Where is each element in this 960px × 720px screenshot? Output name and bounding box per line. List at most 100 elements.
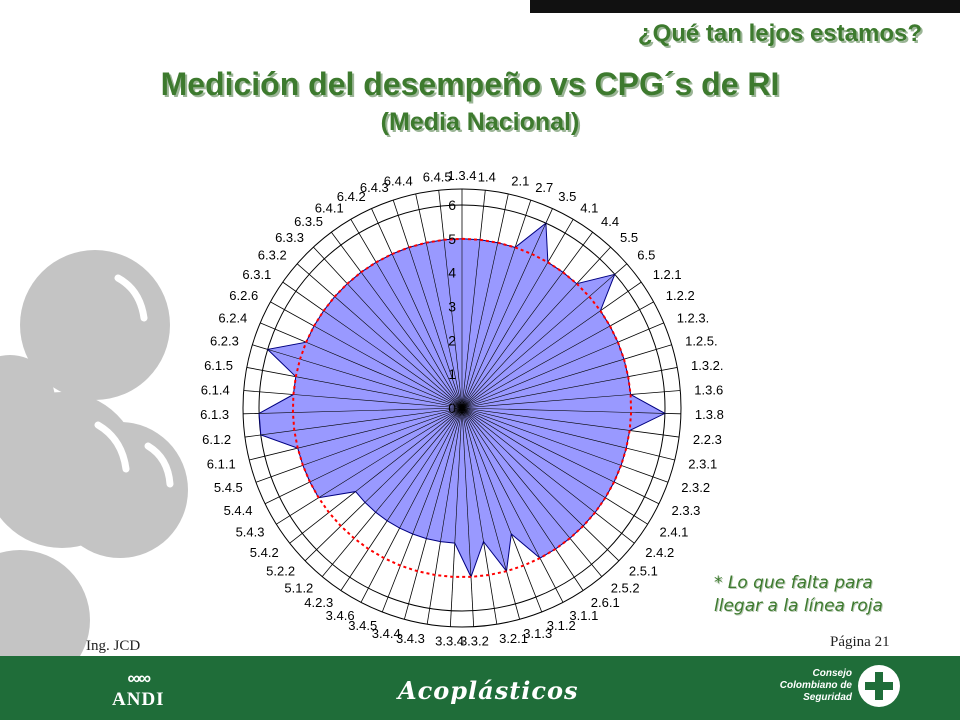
radar-spoke-inner bbox=[426, 407, 463, 539]
radar-category-label: 3.1.2 bbox=[547, 618, 576, 633]
radar-spoke-inner bbox=[295, 376, 463, 409]
radar-category-label: 2.5.2 bbox=[611, 580, 640, 595]
consejo-cross-icon bbox=[858, 665, 900, 707]
radar-spoke-inner bbox=[443, 239, 463, 409]
radar-category-label: 6.3.2 bbox=[258, 248, 287, 263]
decor-highlight bbox=[94, 421, 130, 473]
radar-spoke-inner bbox=[297, 407, 463, 449]
radar-spoke-inner bbox=[318, 407, 463, 498]
radar-spoke-inner bbox=[412, 407, 463, 535]
radar-category-label: 6.1.1 bbox=[207, 456, 236, 471]
radar-category-label: 2.3.1 bbox=[688, 456, 717, 471]
radar-category-label: 3.3.2 bbox=[460, 634, 489, 649]
radar-spoke-inner bbox=[461, 394, 631, 409]
radar-spoke-inner bbox=[347, 283, 463, 409]
radar-category-label: 5.4.5 bbox=[214, 480, 243, 495]
question-heading: ¿Qué tan lejos estamos? bbox=[637, 20, 922, 47]
radar-category-label: 2.1 bbox=[511, 173, 529, 188]
radar-category-label: 1.3.4 bbox=[448, 168, 477, 183]
radar-category-label: 4.1 bbox=[580, 200, 598, 215]
radar-spoke-inner bbox=[461, 407, 571, 539]
radar-spokes-overlay bbox=[259, 223, 665, 577]
radar-spoke-inner bbox=[461, 407, 484, 542]
radar-category-label: 6.4.2 bbox=[337, 189, 366, 204]
radar-tick-label: 6 bbox=[448, 197, 456, 213]
radar-category-label: 6.3.5 bbox=[294, 214, 323, 229]
radar-spoke-inner bbox=[323, 310, 463, 409]
radar-spoke-inner bbox=[375, 262, 463, 409]
radar-category-label: 3.4.4 bbox=[372, 626, 401, 641]
radar-category-label: 6.2.3 bbox=[210, 334, 239, 349]
radar-spoke-inner bbox=[399, 407, 463, 529]
radar-category-label: 6.2.6 bbox=[229, 288, 258, 303]
radar-spoke-inner bbox=[306, 341, 463, 409]
page-title-line2: (Media Nacional) bbox=[380, 108, 580, 136]
radar-category-label: 3.5 bbox=[558, 189, 576, 204]
radar-category-label: 1.2.2 bbox=[666, 288, 695, 303]
radar-category-label: 5.4.3 bbox=[236, 525, 265, 540]
radar-spoke-inner bbox=[293, 394, 463, 409]
radar-category-label: 1.3.6 bbox=[694, 382, 723, 397]
radar-category-label: 1.4 bbox=[478, 169, 496, 184]
page-title-line1: Medición del desempeño vs CPG´s de RI bbox=[160, 66, 780, 102]
radar-spoke-inner bbox=[360, 272, 463, 409]
radar-spoke-inner bbox=[461, 407, 472, 577]
radar-spoke-inner bbox=[461, 407, 584, 527]
radar-category-label: 6.3.3 bbox=[275, 230, 304, 245]
radar-spoke-inner bbox=[461, 242, 499, 409]
andi-logo-mark-icon: ∞∞ bbox=[127, 668, 151, 688]
decor-highlight bbox=[144, 442, 174, 488]
radar-category-label: 3.2.1 bbox=[499, 631, 528, 646]
acoplasticos-logo: Acoplásticos bbox=[398, 676, 579, 705]
radar-spoke-inner bbox=[461, 247, 516, 409]
radar-spoke-inner bbox=[461, 283, 577, 409]
radar-category-label: 2.7 bbox=[535, 180, 553, 195]
decorative-gray-circles bbox=[0, 250, 188, 656]
radar-tick-label: 2 bbox=[448, 332, 456, 348]
radar-spoke-inner bbox=[461, 407, 622, 466]
radar-tick-label: 4 bbox=[448, 265, 456, 281]
radar-tick-labels: 0 1 2 3 4 5 6 bbox=[448, 197, 456, 416]
consejo-line: Consejo bbox=[812, 668, 852, 679]
radar-spoke-inner bbox=[425, 242, 463, 409]
andi-logo: ∞∞ ANDI bbox=[112, 668, 165, 711]
radar-category-label: 3.4.3 bbox=[396, 631, 425, 646]
radar-category-label: 1.2.3. bbox=[677, 310, 710, 325]
radar-spoke-inner bbox=[461, 272, 564, 409]
radar-category-label: 4.4 bbox=[601, 214, 619, 229]
radar-category-label: 3.4.5 bbox=[348, 618, 377, 633]
radar-category-label: 3.3.4 bbox=[435, 634, 464, 649]
radar-spoke-inner bbox=[375, 407, 463, 513]
radar-category-label: 6.1.3 bbox=[200, 407, 229, 422]
chart-note: * Lo que falta para llegar a la línea ro… bbox=[714, 572, 883, 618]
radar-category-label: 6.2.4 bbox=[218, 310, 247, 325]
radar-category-labels: 1.3.4 1.4 2.1 2.7 3.5 4.14.45.5 6.5 1.2.1 1.2.2 1… bbox=[200, 168, 724, 649]
radar-spoke-inner bbox=[461, 407, 606, 498]
radar-spoke-inner bbox=[386, 407, 463, 521]
decor-highlight bbox=[114, 274, 148, 322]
page-number: Página 21 bbox=[830, 634, 890, 650]
radar-category-label: 6.4.1 bbox=[315, 200, 344, 215]
radar-spoke-inner bbox=[461, 407, 541, 559]
radar-category-label: 1.3.8 bbox=[695, 407, 724, 422]
decor-circle bbox=[0, 355, 55, 445]
page-title: Medición del desempeño vs CPG´s de RI (M… bbox=[0, 64, 960, 140]
radar-spoke-inner bbox=[454, 407, 463, 544]
radar-spoke-inner bbox=[408, 247, 463, 409]
radar-category-label: 5.4.4 bbox=[224, 503, 253, 518]
radar-category-label: 2.3.2 bbox=[681, 480, 710, 495]
radar-spoke-inner bbox=[355, 407, 463, 492]
radar-category-label: 6.3.1 bbox=[242, 267, 271, 282]
radar-spoke-inner bbox=[461, 407, 627, 449]
radar-spoke-inner bbox=[302, 407, 463, 466]
radar-spoke-inner bbox=[461, 341, 618, 409]
consejo-line: Seguridad bbox=[803, 692, 852, 703]
radar-spoke-inner bbox=[334, 296, 463, 409]
radar-category-label: 2.2.3 bbox=[693, 432, 722, 447]
radar-tick-label: 5 bbox=[448, 231, 456, 247]
radar-category-label: 5.1.2 bbox=[284, 580, 313, 595]
radar-category-label: 2.3.3 bbox=[672, 503, 701, 518]
radar-category-label: 5.4.2 bbox=[250, 545, 279, 560]
radar-spoke-inner bbox=[461, 376, 629, 409]
radar-spoke-inner bbox=[461, 407, 615, 483]
